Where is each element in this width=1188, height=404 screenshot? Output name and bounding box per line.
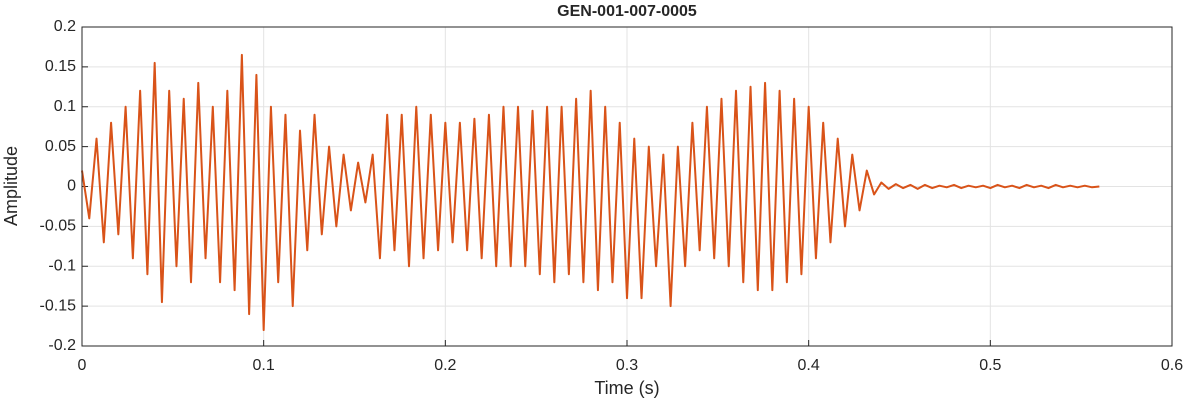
x-tick-label: 0.6 [1161, 357, 1183, 374]
x-tick-label: 0.3 [616, 357, 638, 374]
chart-title: GEN-001-007-0005 [557, 3, 697, 20]
y-tick-label: 0.1 [54, 98, 76, 115]
y-tick-label: -0.2 [48, 337, 76, 354]
x-tick-label: 0 [78, 357, 87, 374]
y-tick-label: 0.2 [54, 18, 76, 35]
x-tick-label: 0.2 [434, 357, 456, 374]
y-tick-label: -0.05 [40, 218, 77, 235]
x-tick-label: 0.4 [798, 357, 820, 374]
y-tick-label: 0.05 [45, 138, 76, 155]
x-tick-label: 0.1 [253, 357, 275, 374]
waveform-line [81, 53, 1100, 332]
y-axis-label: Amplitude [1, 146, 21, 226]
plot-frame [81, 26, 1173, 347]
y-tick-label: -0.15 [40, 297, 77, 314]
y-tick-label: 0 [67, 178, 76, 195]
x-axis-label: Time (s) [594, 378, 659, 398]
x-tick-label: 0.5 [979, 357, 1001, 374]
y-tick-label: 0.15 [45, 58, 76, 75]
y-tick-label: -0.1 [48, 257, 76, 274]
